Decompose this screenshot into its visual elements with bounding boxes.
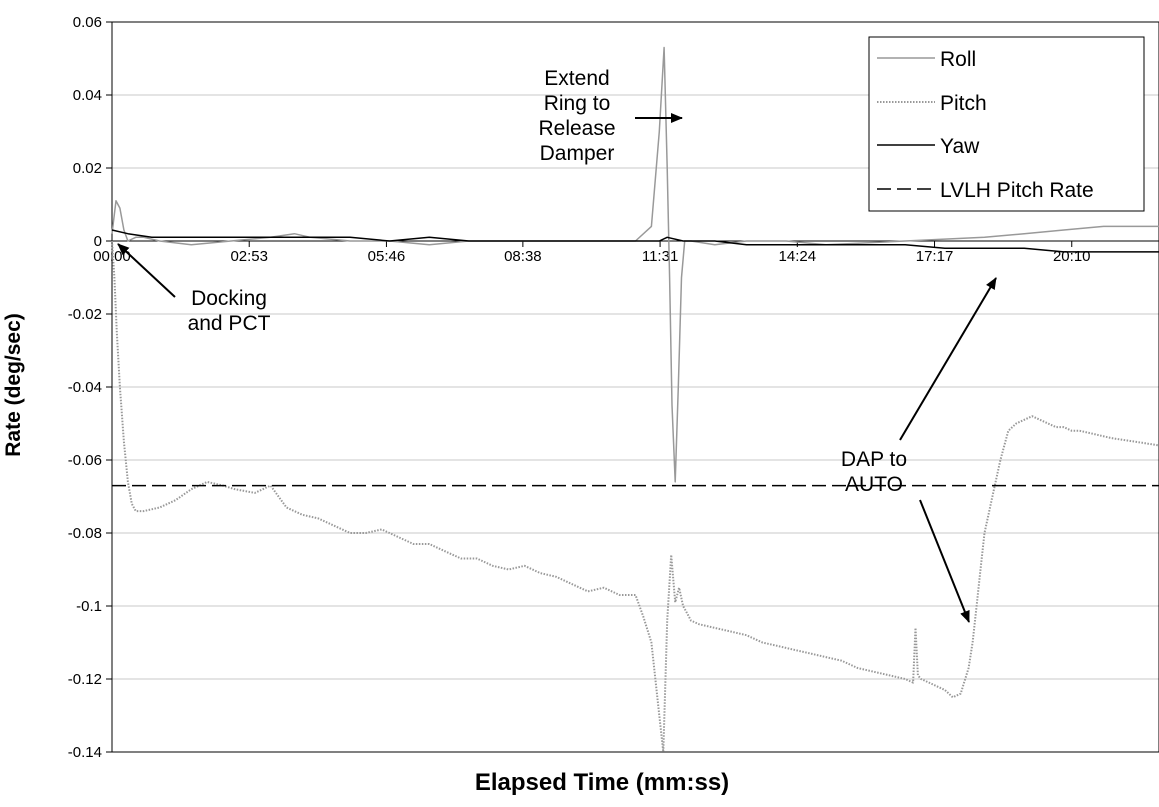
legend-label-pitch: Pitch bbox=[940, 92, 987, 115]
y-tick-label: 0 bbox=[94, 233, 102, 250]
y-tick-label: -0.14 bbox=[68, 744, 102, 761]
annotation-extend-line-3: Release bbox=[538, 117, 615, 140]
series-group bbox=[111, 46, 1159, 753]
annotation-extend: Extend Ring to Release Damper bbox=[538, 67, 683, 165]
y-axis-ticks: 0.06 0.04 0.02 0 -0.02 -0.04 -0.06 -0.08 -0.1 -0.… bbox=[68, 14, 112, 761]
annotation-extend-line-2: Ring to bbox=[544, 92, 611, 115]
x-tick-label: 14:24 bbox=[779, 248, 817, 265]
x-tick-label: 17:17 bbox=[916, 248, 954, 265]
legend: Roll Pitch Yaw LVLH Pitch Rate bbox=[868, 36, 1145, 212]
x-tick-label: 08:38 bbox=[504, 248, 542, 265]
x-tick-label: 05:46 bbox=[368, 248, 406, 265]
annotation-extend-line-4: Damper bbox=[540, 142, 615, 165]
legend-label-roll: Roll bbox=[940, 48, 976, 71]
y-tick-label: -0.1 bbox=[76, 598, 102, 615]
annotation-dap-arrow-up bbox=[899, 277, 997, 441]
annotation-docking-arrow bbox=[117, 243, 176, 298]
y-tick-label: 0.06 bbox=[73, 14, 102, 31]
annotation-dap: DAP to AUTO bbox=[841, 277, 997, 623]
y-tick-label: -0.06 bbox=[68, 452, 102, 469]
y-tick-label: -0.12 bbox=[68, 671, 102, 688]
annotation-docking-line-1: Docking bbox=[191, 287, 267, 310]
legend-label-yaw: Yaw bbox=[940, 135, 980, 158]
annotation-dap-line-1: DAP to bbox=[841, 448, 907, 471]
series-line-roll bbox=[111, 46, 1159, 483]
legend-label-lvlh: LVLH Pitch Rate bbox=[940, 179, 1094, 202]
annotation-dap-arrow-down bbox=[919, 499, 970, 623]
y-tick-label: -0.04 bbox=[68, 379, 102, 396]
annotation-extend-line-1: Extend bbox=[544, 67, 609, 90]
annotation-docking-line-2: and PCT bbox=[188, 312, 271, 335]
y-tick-label: 0.02 bbox=[73, 160, 102, 177]
x-axis-ticks: 00:00 02:53 05:46 08:38 11:31 14:24 17:17 20:10 bbox=[93, 240, 1159, 265]
x-tick-label: 11:31 bbox=[642, 248, 678, 265]
y-tick-label: -0.02 bbox=[68, 306, 102, 323]
x-axis-title: Elapsed Time (mm:ss) bbox=[475, 769, 729, 796]
series-line-yaw bbox=[111, 229, 1159, 253]
y-axis-title: Rate (deg/sec) bbox=[2, 313, 25, 457]
y-tick-label: 0.04 bbox=[73, 87, 102, 104]
y-tick-label: -0.08 bbox=[68, 525, 102, 542]
annotation-dap-line-2: AUTO bbox=[845, 473, 903, 496]
annotation-docking: Docking and PCT bbox=[117, 243, 271, 335]
legend-box bbox=[868, 36, 1145, 212]
x-tick-label: 20:10 bbox=[1053, 248, 1091, 265]
x-tick-label: 02:53 bbox=[230, 248, 268, 265]
